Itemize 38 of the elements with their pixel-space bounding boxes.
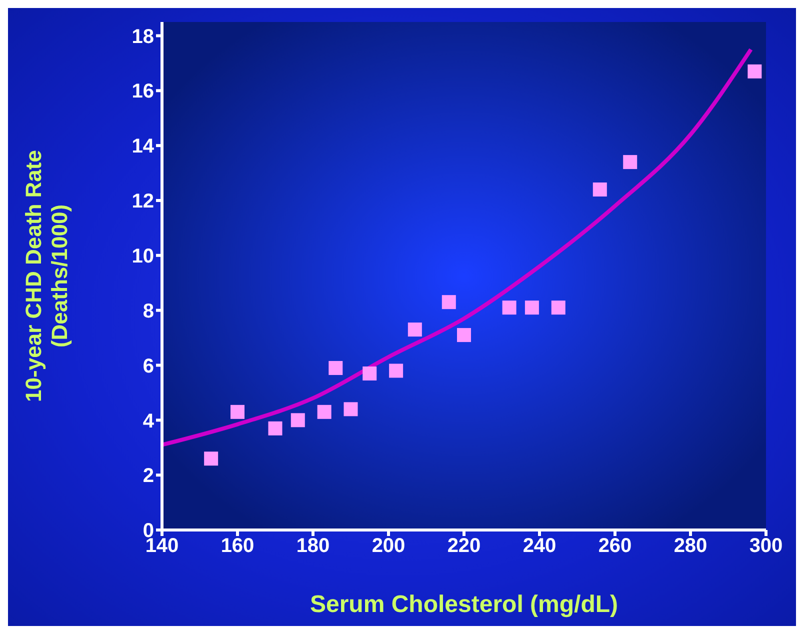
point — [328, 360, 343, 375]
point — [551, 300, 566, 315]
y-tick-label: 16 — [132, 80, 154, 103]
x-tick-label: 260 — [598, 535, 632, 558]
x-tick-label: 300 — [749, 535, 783, 558]
x-tick-label: 180 — [296, 535, 330, 558]
y-tick-label: 8 — [142, 300, 154, 322]
point — [592, 182, 607, 197]
point — [344, 402, 358, 416]
point — [268, 421, 282, 436]
x-tick-label: 200 — [372, 535, 406, 558]
y-tick-label: 14 — [132, 136, 155, 158]
y-tick-label: 10 — [132, 246, 154, 268]
point — [748, 64, 762, 78]
point — [524, 300, 539, 315]
x-tick-label: 160 — [220, 535, 254, 558]
x-tick-label: 220 — [447, 535, 481, 558]
y-tick-label: 2 — [142, 465, 154, 488]
x-axis-title: Serum Cholesterol (mg/dL) — [310, 591, 618, 618]
x-tick-label: 280 — [674, 535, 708, 558]
point — [290, 413, 305, 428]
point — [408, 322, 422, 337]
y-tick-label: 6 — [142, 355, 154, 378]
y-axis-title: 10-year CHD Death Rate (Deaths/1000) — [21, 150, 72, 402]
point — [362, 366, 377, 380]
point — [204, 452, 218, 466]
point — [502, 300, 516, 315]
y-tick-label: 18 — [132, 26, 154, 48]
y-tick-label: 12 — [132, 190, 154, 213]
point — [317, 404, 332, 419]
point — [623, 155, 638, 170]
point — [230, 404, 244, 419]
line-series — [162, 47, 753, 447]
point — [457, 328, 471, 342]
point — [442, 295, 456, 310]
y-tick-label: 4 — [142, 410, 155, 432]
x-tick-label: 240 — [522, 535, 556, 558]
point — [389, 364, 404, 378]
